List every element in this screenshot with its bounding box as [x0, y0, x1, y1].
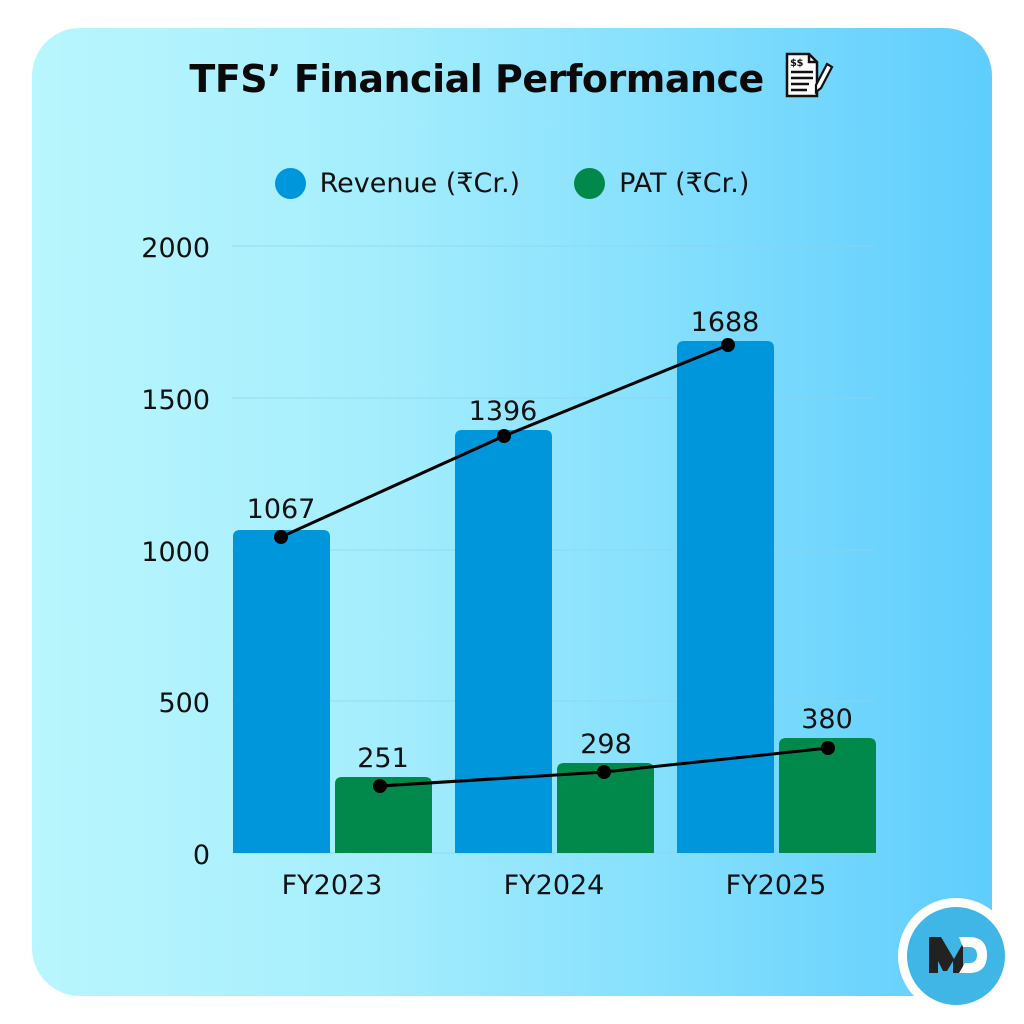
- value-labels: 1067 1396 1688 251 298 380: [247, 307, 853, 774]
- trend-point[interactable]: [274, 530, 288, 544]
- value-label-pat-fy2024: 298: [580, 729, 632, 760]
- md-logo-icon: [907, 907, 1005, 1005]
- x-tick-label-fy2023: FY2023: [282, 870, 383, 901]
- document-dollar-pencil-icon: $$: [783, 52, 835, 107]
- x-axis: FY2023 FY2024 FY2025: [282, 870, 827, 901]
- pat-trend-line: [373, 741, 835, 793]
- md-logo[interactable]: [898, 898, 1014, 1014]
- revenue-trend-line: [274, 338, 735, 544]
- bar-revenue-fy2024[interactable]: [455, 430, 552, 853]
- bar-pat-fy2025[interactable]: [779, 738, 876, 853]
- bar-pat-fy2023[interactable]: [335, 777, 432, 853]
- trend-point[interactable]: [821, 741, 835, 755]
- y-tick-label: 0: [193, 840, 210, 871]
- value-label-revenue-fy2025: 1688: [691, 307, 760, 338]
- legend-item-revenue[interactable]: Revenue (₹Cr.): [274, 168, 521, 199]
- legend-swatch-revenue: [274, 168, 306, 199]
- chart-title-text: TFS’ Financial Performance: [189, 57, 764, 101]
- chart-legend: Revenue (₹Cr.) PAT (₹Cr.): [0, 168, 1024, 199]
- legend-label-pat: PAT (₹Cr.): [619, 168, 750, 199]
- y-tick-label: 2000: [141, 233, 210, 264]
- trend-point[interactable]: [597, 765, 611, 779]
- x-tick-label-fy2024: FY2024: [504, 870, 605, 901]
- value-label-revenue-fy2024: 1396: [469, 396, 538, 427]
- y-tick-label: 500: [158, 688, 210, 719]
- legend-swatch-pat: [574, 168, 606, 199]
- legend-item-pat[interactable]: PAT (₹Cr.): [574, 168, 749, 199]
- y-tick-label: 1500: [141, 385, 210, 416]
- value-label-revenue-fy2023: 1067: [247, 494, 316, 525]
- svg-text:$$: $$: [790, 58, 803, 69]
- trend-point[interactable]: [721, 338, 735, 352]
- x-tick-label-fy2025: FY2025: [726, 870, 827, 901]
- revenue-bars: [233, 341, 774, 853]
- legend-label-revenue: Revenue (₹Cr.): [319, 168, 521, 199]
- trend-point[interactable]: [497, 429, 511, 443]
- bar-pat-fy2024[interactable]: [557, 763, 654, 853]
- pat-bars: [335, 738, 876, 853]
- value-label-pat-fy2023: 251: [357, 743, 409, 774]
- y-axis: 2000 1500 1000 500 0: [141, 233, 210, 871]
- chart-title: TFS’ Financial Performance $$: [0, 52, 1024, 107]
- y-tick-label: 1000: [141, 537, 210, 568]
- value-label-pat-fy2025: 380: [801, 704, 853, 735]
- bar-revenue-fy2025[interactable]: [677, 341, 774, 853]
- bar-revenue-fy2023[interactable]: [233, 530, 330, 853]
- trend-point[interactable]: [373, 779, 387, 793]
